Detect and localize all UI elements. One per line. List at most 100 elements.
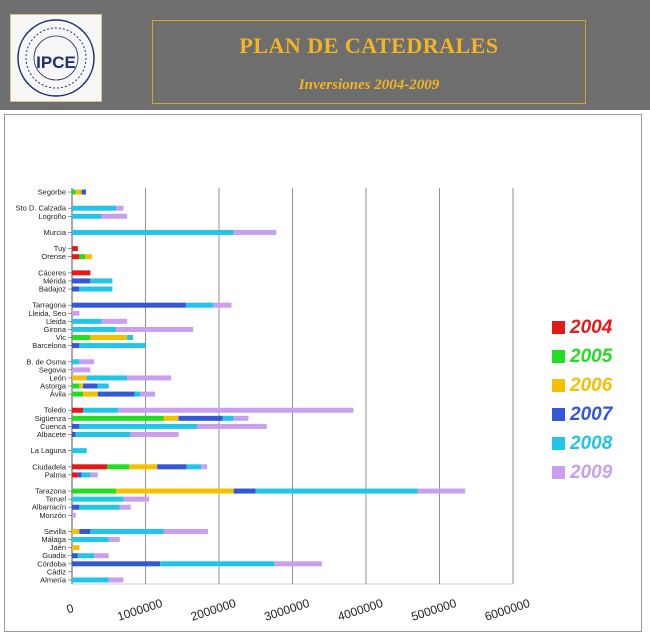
bar-segment	[72, 472, 78, 478]
bar-segment	[72, 254, 80, 260]
bar-segment	[85, 254, 92, 260]
bar-segment	[116, 326, 194, 332]
bar-segment	[72, 537, 109, 543]
bar-segment	[79, 383, 84, 389]
legend-swatch	[552, 350, 565, 363]
bar-segment	[116, 205, 124, 211]
bar-segment	[79, 254, 86, 260]
x-tick-label: 4000000	[336, 596, 385, 624]
bar-segment	[72, 278, 91, 284]
category-label: B. de Osma	[26, 357, 66, 366]
page-subtitle: Inversiones 2004-2009	[298, 77, 440, 93]
bar-segment	[72, 383, 80, 389]
bar-segment	[72, 488, 117, 494]
category-label: Jaén	[50, 543, 66, 552]
bar-segment	[417, 488, 466, 494]
legend-label: 2007	[569, 404, 614, 425]
page-title: PLAN DE CATEDRALES	[239, 33, 499, 58]
category-label: Tuy	[54, 244, 66, 253]
category-label: Toledo	[44, 406, 66, 415]
bar-segment	[72, 205, 117, 211]
legend-swatch	[552, 466, 565, 479]
bar-segment	[274, 561, 322, 567]
category-label: Ávila	[50, 390, 67, 399]
legend-label: 2009	[569, 462, 613, 483]
x-tick-label: 5000000	[409, 596, 458, 624]
category-label: Mérida	[43, 276, 67, 285]
bar-segment	[163, 415, 179, 421]
category-label: Girona	[43, 325, 66, 334]
chart-frame	[4, 114, 642, 632]
bar-segment	[77, 553, 95, 559]
category-label: Almería	[40, 575, 67, 584]
category-label: Sigüenza	[35, 414, 67, 423]
category-label: Lleida	[46, 317, 67, 326]
bar-segment	[72, 270, 91, 276]
category-label: Teruel	[46, 495, 67, 504]
bar-segment	[72, 246, 78, 252]
category-label: Ciudadela	[32, 462, 67, 471]
category-label: Logroño	[38, 212, 66, 221]
bar-segment	[108, 577, 124, 583]
bar-segment	[83, 407, 119, 413]
bar-segment	[79, 343, 146, 349]
category-label: Sto D. Calzada	[16, 204, 67, 213]
category-label: La Laguna	[31, 446, 67, 455]
bar-segment	[107, 464, 130, 470]
logo-text: IPCE	[36, 53, 76, 72]
bar-segment	[79, 504, 120, 510]
bar-segment	[72, 407, 84, 413]
category-label: Guadix	[42, 551, 66, 560]
legend-label: 2004	[569, 317, 613, 338]
bar-segment	[75, 431, 131, 437]
legend-swatch	[552, 379, 565, 392]
bar-segment	[86, 375, 128, 381]
category-label: Badajoz	[39, 285, 66, 294]
bar-segment	[72, 286, 80, 292]
bar-segment	[72, 310, 80, 316]
bar-segment	[185, 302, 214, 308]
category-label: Palma	[45, 470, 67, 479]
bar-segment	[77, 472, 82, 478]
bar-segment	[97, 383, 109, 389]
bar-segment	[178, 415, 223, 421]
bar-segment	[72, 415, 164, 421]
category-label: Cuenca	[40, 422, 67, 431]
bar-segment	[72, 561, 161, 567]
bar-segment	[186, 464, 202, 470]
bar-segment	[123, 496, 150, 502]
bar-segment	[72, 343, 80, 349]
bar-segment	[233, 488, 256, 494]
category-label: Segorbe	[38, 188, 66, 197]
x-tick-label: 2000000	[189, 596, 238, 624]
bar-segment	[90, 335, 128, 341]
bar-segment	[160, 561, 275, 567]
bar-segment	[90, 528, 164, 534]
x-tick-label: 0	[65, 601, 76, 616]
bar-segment	[79, 359, 95, 365]
bar-segment	[72, 545, 80, 551]
bar-segment	[119, 504, 131, 510]
category-label: Vic	[56, 333, 67, 342]
bar-segment	[130, 431, 179, 437]
title-box: PLAN DE CATEDRALES Inversiones 2004-2009	[152, 20, 586, 104]
bar-segment	[79, 528, 91, 534]
x-tick-label: 1000000	[115, 596, 164, 624]
bar-segment	[129, 464, 158, 470]
category-label: Lleida, Seo	[28, 309, 66, 318]
category-label: Tarragona	[32, 301, 67, 310]
x-tick-label: 6000000	[483, 596, 532, 624]
logo-seal-icon	[17, 19, 95, 97]
bar-segment	[201, 464, 208, 470]
bar-segment	[140, 391, 156, 397]
bar-segment	[81, 472, 91, 478]
bar-segment	[116, 488, 234, 494]
x-tick-label: 3000000	[262, 596, 311, 624]
bar-segment	[72, 213, 102, 219]
bar-segment	[72, 504, 80, 510]
bar-segment	[72, 512, 76, 518]
category-label: Tarazona	[35, 487, 67, 496]
legend-label: 2008	[569, 433, 613, 454]
bar-segment	[101, 318, 128, 324]
